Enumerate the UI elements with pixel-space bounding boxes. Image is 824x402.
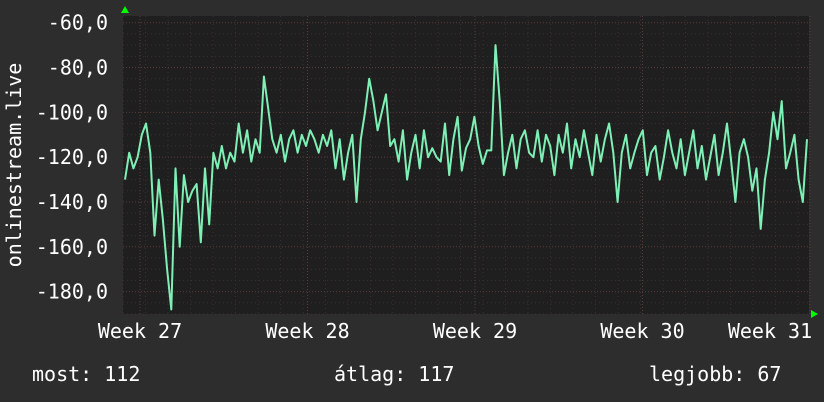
- line-chart: -60,0 -80,0 -100,0 -120,0 -140,0 -160,0 -180,0…: [36, 6, 818, 343]
- x-tick-label: Week 28: [265, 319, 349, 343]
- current-value: most: 112: [32, 362, 141, 386]
- x-axis-arrow-icon: [811, 310, 818, 318]
- grid-lines: [122, 16, 811, 315]
- y-tick-label: -60,0: [48, 11, 108, 35]
- y-axis-label: onlinestream.live: [2, 62, 26, 268]
- y-tick-label: -80,0: [48, 56, 108, 80]
- y-tick-label: -140,0: [36, 190, 108, 214]
- x-tick-label: Week 27: [98, 319, 182, 343]
- y-axis: -60,0 -80,0 -100,0 -120,0 -140,0 -160,0 -180,0: [36, 11, 108, 304]
- y-tick-label: -180,0: [36, 280, 108, 304]
- x-tick-label: Week 29: [433, 319, 517, 343]
- best-value: legjobb: 67: [649, 362, 782, 386]
- y-tick-label: -120,0: [36, 145, 108, 169]
- average-value: átlag: 117: [334, 362, 455, 386]
- x-tick-label: Week 30: [600, 319, 684, 343]
- x-axis: Week 27 Week 28 Week 29 Week 30 Week 31: [98, 319, 812, 343]
- plot-area: [123, 16, 809, 314]
- x-tick-label: Week 31: [728, 319, 812, 343]
- stats-footer: most: 112 átlag: 117 legjobb: 67: [0, 362, 824, 390]
- y-tick-label: -160,0: [36, 235, 108, 259]
- y-axis-arrow-icon: [121, 6, 129, 13]
- y-tick-label: -100,0: [36, 100, 108, 124]
- series-line: [124, 44, 808, 311]
